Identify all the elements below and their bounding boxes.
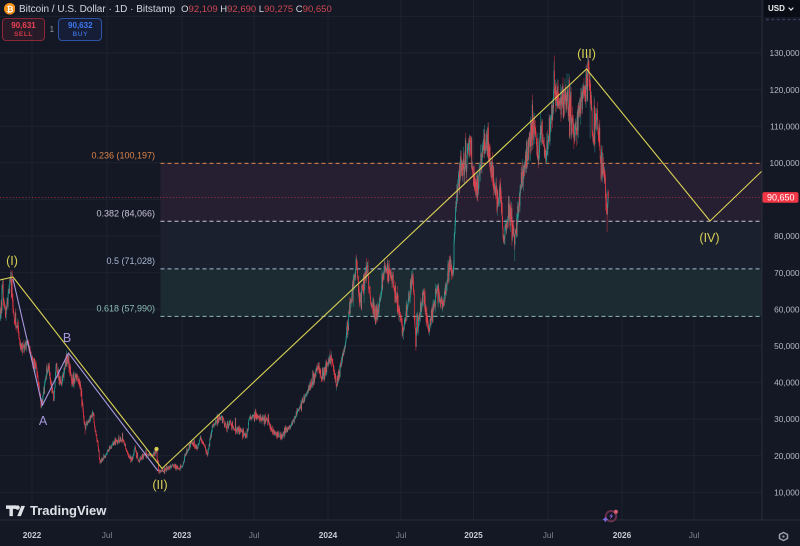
svg-text:(II): (II) [152, 478, 167, 492]
svg-text:B: B [63, 331, 71, 345]
svg-text:2024: 2024 [319, 530, 338, 540]
svg-text:(IV): (IV) [699, 231, 719, 245]
svg-text:30,000: 30,000 [774, 414, 800, 424]
svg-text:70,000: 70,000 [774, 268, 800, 278]
svg-text:110,000: 110,000 [770, 121, 800, 131]
svg-text:2023: 2023 [173, 530, 192, 540]
svg-text:0.382 (84,066): 0.382 (84,066) [96, 208, 155, 218]
svg-text:0.618 (57,990): 0.618 (57,990) [96, 304, 155, 314]
svg-text:40,000: 40,000 [774, 378, 800, 388]
svg-text:100,000: 100,000 [770, 158, 800, 168]
svg-text:₿: ₿ [6, 4, 13, 14]
svg-text:(I): (I) [6, 254, 18, 268]
svg-text:Jul: Jul [249, 530, 260, 540]
svg-text:Jul: Jul [689, 530, 700, 540]
svg-text:130,000: 130,000 [770, 48, 800, 58]
svg-text:2025: 2025 [464, 530, 483, 540]
svg-text:120,000: 120,000 [770, 85, 800, 95]
svg-text:Jul: Jul [396, 530, 407, 540]
svg-text:0.236 (100,197): 0.236 (100,197) [91, 151, 155, 161]
svg-text:Jul: Jul [543, 530, 554, 540]
svg-text:60,000: 60,000 [774, 304, 800, 314]
svg-text:50,000: 50,000 [774, 341, 800, 351]
svg-text:2022: 2022 [23, 530, 42, 540]
svg-text:0.5 (71,028): 0.5 (71,028) [106, 256, 155, 266]
svg-text:80,000: 80,000 [774, 231, 800, 241]
svg-text:2026: 2026 [613, 530, 632, 540]
svg-text:90,650: 90,650 [767, 193, 795, 203]
svg-text:Jul: Jul [102, 530, 113, 540]
svg-text:20,000: 20,000 [774, 451, 800, 461]
svg-text:(III): (III) [577, 47, 596, 61]
svg-text:10,000: 10,000 [774, 487, 800, 497]
svg-text:A: A [39, 414, 48, 428]
